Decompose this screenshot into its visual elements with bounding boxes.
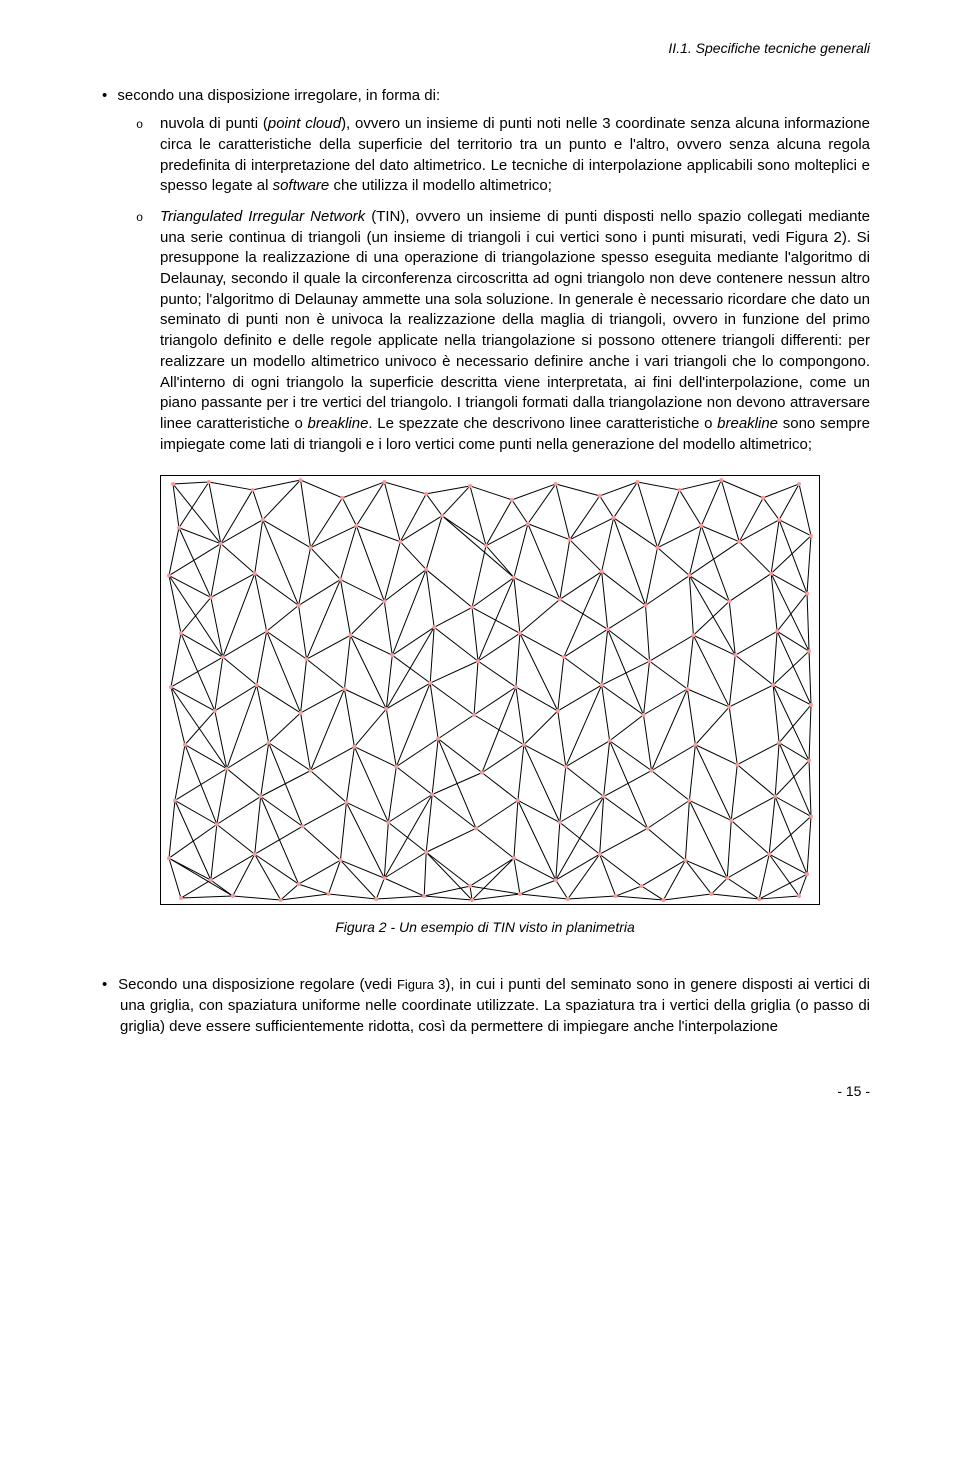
italic-term: Triangulated Irregular Network <box>160 208 365 225</box>
sub-bullet-point-cloud: nuvola di punti (point cloud), ovvero un… <box>160 114 870 197</box>
tin-diagram <box>160 475 820 905</box>
italic-term: point cloud <box>268 115 341 132</box>
text: (TIN), ovvero un insieme di punti dispos… <box>160 208 870 432</box>
bullet-level1: secondo una disposizione irregolare, in … <box>120 86 870 106</box>
text: . Le spezzate che descrivono linee carat… <box>368 415 717 432</box>
italic-term: breakline <box>717 415 778 432</box>
italic-term: software <box>273 177 330 194</box>
figure-ref: Figura 3 <box>397 977 445 992</box>
figure-caption: Figura 2 - Un esempio di TIN visto in pl… <box>100 919 870 935</box>
bullet-level1-regular: Secondo una disposizione regolare (vedi … <box>120 975 870 1037</box>
page-number: - 15 - <box>100 1083 870 1099</box>
text: che utilizza il modello altimetrico; <box>329 177 552 194</box>
section-header: II.1. Specifiche tecniche generali <box>100 40 870 56</box>
text: nuvola di punti ( <box>160 115 268 132</box>
sub-bullet-tin: Triangulated Irregular Network (TIN), ov… <box>160 207 870 455</box>
text: Secondo una disposizione regolare (vedi <box>118 976 397 993</box>
italic-term: breakline <box>308 415 369 432</box>
tin-svg <box>161 476 819 904</box>
